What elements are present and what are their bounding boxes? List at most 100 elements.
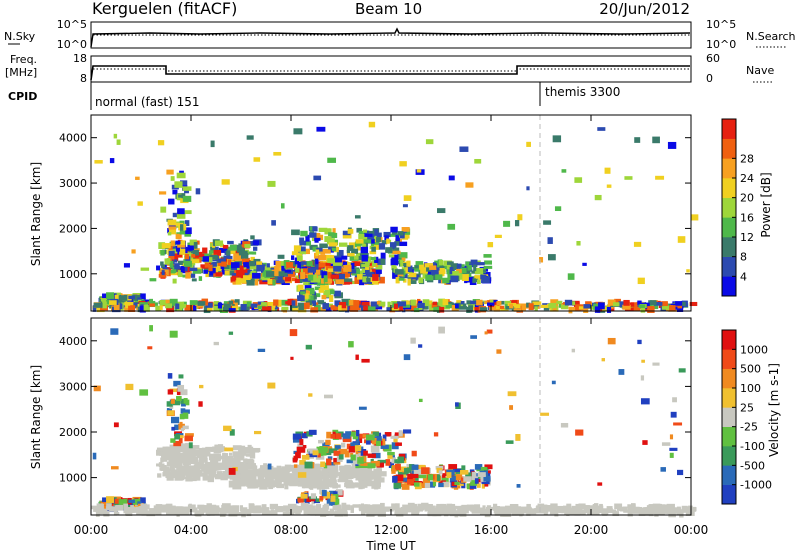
heatmap-cell bbox=[370, 301, 380, 308]
heatmap-cell bbox=[298, 305, 305, 311]
heatmap-cell bbox=[460, 301, 465, 306]
heatmap-cell bbox=[409, 267, 417, 271]
heatmap-cell bbox=[367, 453, 376, 458]
heatmap-cell bbox=[376, 440, 381, 446]
heatmap-cell bbox=[243, 458, 248, 464]
heatmap-cell bbox=[652, 362, 660, 366]
heatmap-cell bbox=[637, 339, 642, 345]
heatmap-cell bbox=[438, 268, 445, 273]
heatmap-cell bbox=[463, 476, 472, 482]
heatmap-cell bbox=[690, 214, 699, 221]
heatmap-cell bbox=[165, 474, 174, 478]
heatmap-cell bbox=[324, 508, 329, 513]
heatmap-cell bbox=[326, 458, 332, 466]
heatmap-cell bbox=[647, 306, 655, 313]
heatmap-cell bbox=[339, 301, 347, 309]
heatmap-cell bbox=[232, 477, 236, 482]
heatmap-cell bbox=[403, 354, 411, 361]
heatmap-cell bbox=[177, 208, 185, 215]
heatmap-cell bbox=[180, 508, 185, 516]
heatmap-cell bbox=[498, 509, 508, 516]
heatmap-cell bbox=[484, 260, 493, 265]
heatmap-cell bbox=[363, 509, 369, 514]
heatmap-cell bbox=[198, 450, 203, 457]
heatmap-cell bbox=[169, 388, 178, 393]
heatmap-cell bbox=[500, 307, 509, 312]
heatmap-cell bbox=[369, 250, 377, 255]
heatmap-cell bbox=[360, 508, 365, 515]
heatmap-cell bbox=[130, 505, 134, 509]
heatmap-cell bbox=[569, 507, 578, 515]
heatmap-cell bbox=[504, 505, 513, 510]
heatmap-cell bbox=[207, 510, 211, 516]
heatmap-cell bbox=[215, 240, 224, 246]
heatmap-cell bbox=[343, 511, 348, 517]
heatmap-cell bbox=[548, 302, 557, 309]
heatmap-cell bbox=[302, 268, 309, 274]
heatmap-cell bbox=[291, 255, 295, 260]
colorbar-tick-label: 8 bbox=[740, 251, 747, 264]
heatmap-cell bbox=[156, 463, 165, 467]
heatmap-cell bbox=[322, 505, 327, 511]
heatmap-cell bbox=[286, 262, 294, 268]
heatmap-cell bbox=[284, 269, 292, 273]
heatmap-cell bbox=[300, 502, 309, 510]
heatmap-cell bbox=[563, 505, 571, 511]
heatmap-cell bbox=[355, 354, 359, 360]
heatmap-cell bbox=[418, 277, 424, 284]
heatmap-cell bbox=[461, 504, 470, 510]
heatmap-cell bbox=[413, 482, 420, 487]
heatmap-cell bbox=[100, 298, 107, 302]
heatmap-cell bbox=[168, 254, 175, 260]
heatmap-cell bbox=[682, 506, 692, 513]
heatmap-cell bbox=[123, 263, 130, 268]
heatmap-cell bbox=[149, 325, 153, 332]
heatmap-cell bbox=[441, 477, 449, 483]
heatmap-cell bbox=[310, 278, 320, 283]
heatmap-cell bbox=[483, 254, 492, 258]
colorbar-tick-label: 500 bbox=[740, 363, 761, 376]
heatmap-cell bbox=[229, 429, 235, 436]
heatmap-cell bbox=[246, 135, 254, 140]
heatmap-cell bbox=[416, 169, 422, 173]
heatmap-cell bbox=[172, 278, 177, 284]
heatmap-cell bbox=[332, 268, 340, 275]
heatmap-cell bbox=[170, 176, 175, 181]
heatmap-cell bbox=[353, 261, 361, 267]
heatmap-cell bbox=[305, 471, 310, 476]
heatmap-cell bbox=[332, 477, 337, 483]
heatmap-cell bbox=[117, 303, 123, 310]
heatmap-cell bbox=[354, 277, 360, 284]
cpid-program-2: themis 3300 bbox=[545, 85, 620, 99]
heatmap-cell bbox=[300, 261, 307, 265]
heatmap-cell bbox=[346, 245, 354, 251]
heatmap-cell bbox=[304, 461, 313, 469]
heatmap-cell bbox=[407, 479, 414, 485]
heatmap-cell bbox=[226, 455, 234, 461]
heatmap-cell bbox=[177, 301, 185, 309]
heatmap-cell bbox=[442, 298, 449, 306]
heatmap-cell bbox=[233, 455, 239, 462]
heatmap-cell bbox=[93, 302, 103, 308]
heatmap-cell bbox=[483, 475, 491, 482]
heatmap-cell bbox=[180, 425, 185, 432]
heatmap-cell bbox=[140, 267, 150, 271]
heatmap-cell bbox=[173, 469, 177, 473]
heatmap-cell bbox=[267, 278, 273, 285]
heatmap-cell bbox=[368, 121, 376, 128]
heatmap-cell bbox=[484, 300, 488, 304]
heatmap-cell bbox=[106, 503, 112, 509]
heatmap-cell bbox=[228, 331, 234, 335]
heatmap-cell bbox=[324, 236, 332, 243]
heatmap-cell bbox=[205, 446, 214, 452]
heatmap-cell bbox=[220, 512, 227, 516]
heatmap-cell bbox=[240, 507, 248, 515]
heatmap-cell bbox=[334, 300, 341, 307]
x-tick-label: 12:00 bbox=[374, 523, 409, 537]
heatmap-cell bbox=[184, 304, 193, 311]
y-tick-label: 1000 bbox=[59, 268, 87, 281]
heatmap-cell bbox=[442, 265, 448, 270]
heatmap-cell bbox=[165, 299, 172, 307]
colorbar-swatch bbox=[722, 197, 736, 218]
heatmap-cell bbox=[398, 456, 405, 464]
